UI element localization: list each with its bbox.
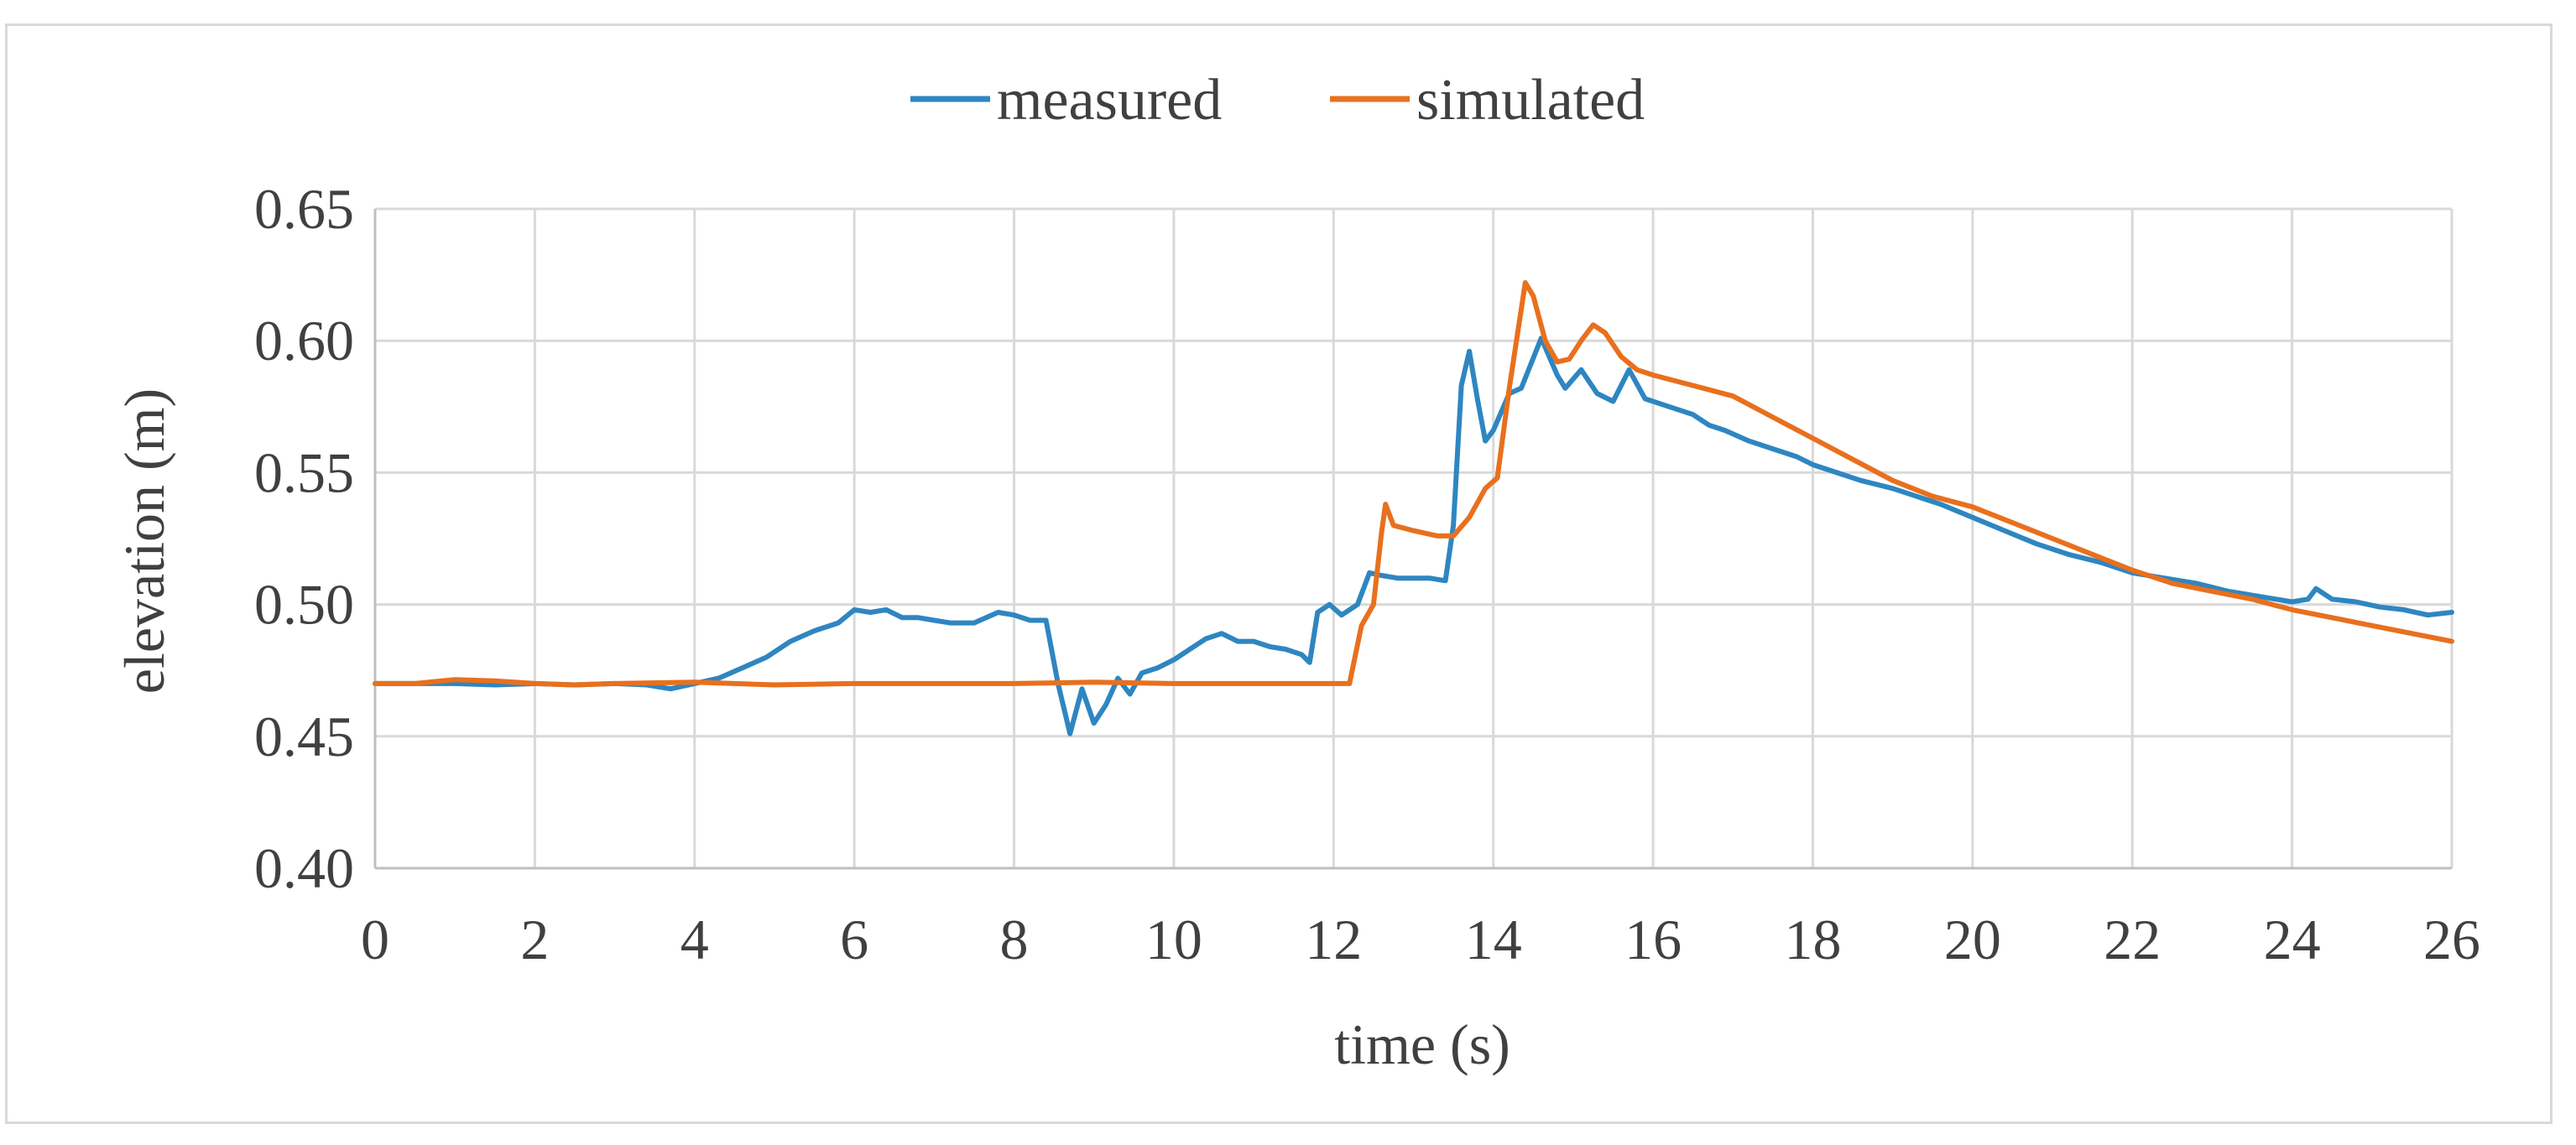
x-tick-label: 10 xyxy=(1145,908,1202,971)
x-tick-label: 20 xyxy=(1944,908,2001,971)
x-tick-label: 6 xyxy=(840,908,868,971)
series-line-measured xyxy=(373,336,2454,736)
y-tick-label: 0.50 xyxy=(254,573,354,637)
axes xyxy=(373,209,2452,870)
x-tick-label: 14 xyxy=(1465,908,1522,971)
x-tick-label: 4 xyxy=(681,908,709,971)
x-tick-label: 18 xyxy=(1784,908,1841,971)
x-tick-label: 12 xyxy=(1305,908,1362,971)
y-axis-title: elevation (m) xyxy=(112,388,176,694)
series-line-simulated xyxy=(373,280,2454,688)
x-tick-label: 2 xyxy=(520,908,549,971)
x-tick-label: 26 xyxy=(2423,908,2480,971)
y-tick-label: 0.60 xyxy=(254,309,354,372)
legend-label-simulated: simulated xyxy=(1416,68,1645,133)
legend-label-measured: measured xyxy=(997,68,1222,133)
legend: measured simulated xyxy=(910,68,1645,133)
x-axis-title: time (s) xyxy=(1334,1012,1510,1076)
x-tick-label: 8 xyxy=(1000,908,1029,971)
x-tick-label: 0 xyxy=(361,908,389,971)
grid-lines xyxy=(375,207,2453,868)
x-tick-label: 22 xyxy=(2104,908,2161,971)
y-tick-label: 0.40 xyxy=(254,836,354,900)
x-tick-label: 16 xyxy=(1624,908,1682,971)
y-tick-label: 0.45 xyxy=(254,705,354,768)
y-tick-label: 0.65 xyxy=(254,177,354,241)
y-tick-labels: 0.40 0.45 0.50 0.55 0.60 0.65 xyxy=(254,177,354,900)
series-lines xyxy=(373,280,2454,736)
x-tick-labels: 0 2 4 6 8 10 12 14 16 18 20 22 24 26 xyxy=(361,908,2480,971)
x-tick-label: 24 xyxy=(2264,908,2321,971)
y-tick-label: 0.55 xyxy=(254,440,354,504)
